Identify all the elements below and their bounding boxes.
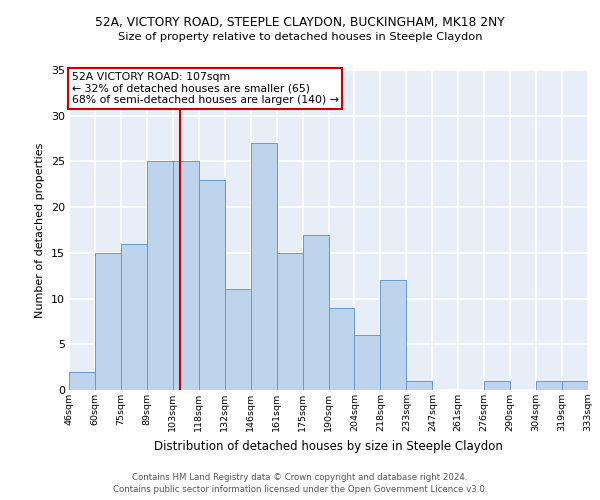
Bar bbox=[199, 180, 224, 390]
Bar bbox=[302, 234, 329, 390]
Y-axis label: Number of detached properties: Number of detached properties bbox=[35, 142, 45, 318]
Bar bbox=[173, 162, 199, 390]
Bar bbox=[380, 280, 406, 390]
Bar bbox=[355, 335, 380, 390]
X-axis label: Distribution of detached houses by size in Steeple Claydon: Distribution of detached houses by size … bbox=[154, 440, 503, 452]
Bar bbox=[225, 290, 251, 390]
Bar bbox=[562, 381, 588, 390]
Bar bbox=[536, 381, 562, 390]
Text: 52A VICTORY ROAD: 107sqm
← 32% of detached houses are smaller (65)
68% of semi-d: 52A VICTORY ROAD: 107sqm ← 32% of detach… bbox=[71, 72, 338, 105]
Bar bbox=[329, 308, 355, 390]
Text: Size of property relative to detached houses in Steeple Claydon: Size of property relative to detached ho… bbox=[118, 32, 482, 42]
Bar bbox=[251, 143, 277, 390]
Bar bbox=[484, 381, 510, 390]
Bar bbox=[69, 372, 95, 390]
Bar bbox=[406, 381, 432, 390]
Text: Contains HM Land Registry data © Crown copyright and database right 2024.
Contai: Contains HM Land Registry data © Crown c… bbox=[113, 472, 487, 494]
Bar bbox=[95, 253, 121, 390]
Bar bbox=[121, 244, 147, 390]
Text: 52A, VICTORY ROAD, STEEPLE CLAYDON, BUCKINGHAM, MK18 2NY: 52A, VICTORY ROAD, STEEPLE CLAYDON, BUCK… bbox=[95, 16, 505, 29]
Bar bbox=[147, 162, 173, 390]
Bar bbox=[277, 253, 302, 390]
